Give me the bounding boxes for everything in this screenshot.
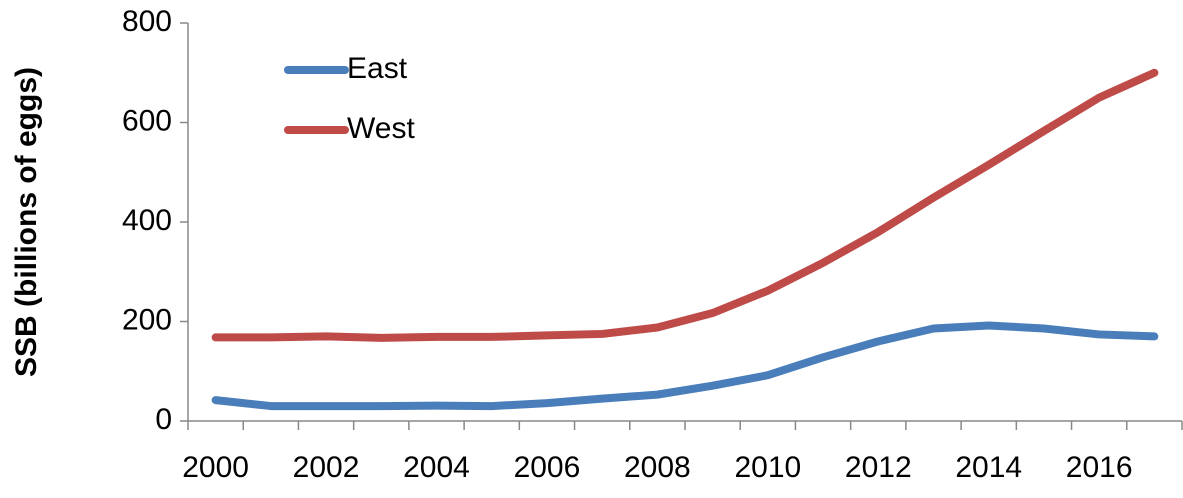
x-tick-label: 2000 (182, 451, 249, 484)
series-line (211, 321, 1159, 411)
y-tick-label: 400 (122, 204, 172, 237)
y-axis-title: SSB (billions of eggs) (10, 67, 43, 377)
x-tick-label: 2012 (845, 451, 912, 484)
legend-label: West (347, 112, 415, 145)
y-tick-label: 600 (122, 104, 172, 137)
y-tick-label: 200 (122, 303, 172, 336)
x-tick-label: 2016 (1066, 451, 1133, 484)
y-tick-label: 800 (122, 5, 172, 38)
series-line (211, 68, 1159, 342)
y-tick-label: 0 (155, 403, 172, 436)
legend-label: East (347, 52, 408, 85)
x-tick-label: 2014 (955, 451, 1022, 484)
x-tick-label: 2008 (624, 451, 691, 484)
x-tick-label: 2002 (293, 451, 360, 484)
x-tick-label: 2010 (734, 451, 801, 484)
x-tick-label: 2004 (403, 451, 470, 484)
x-tick-label: 2006 (514, 451, 581, 484)
